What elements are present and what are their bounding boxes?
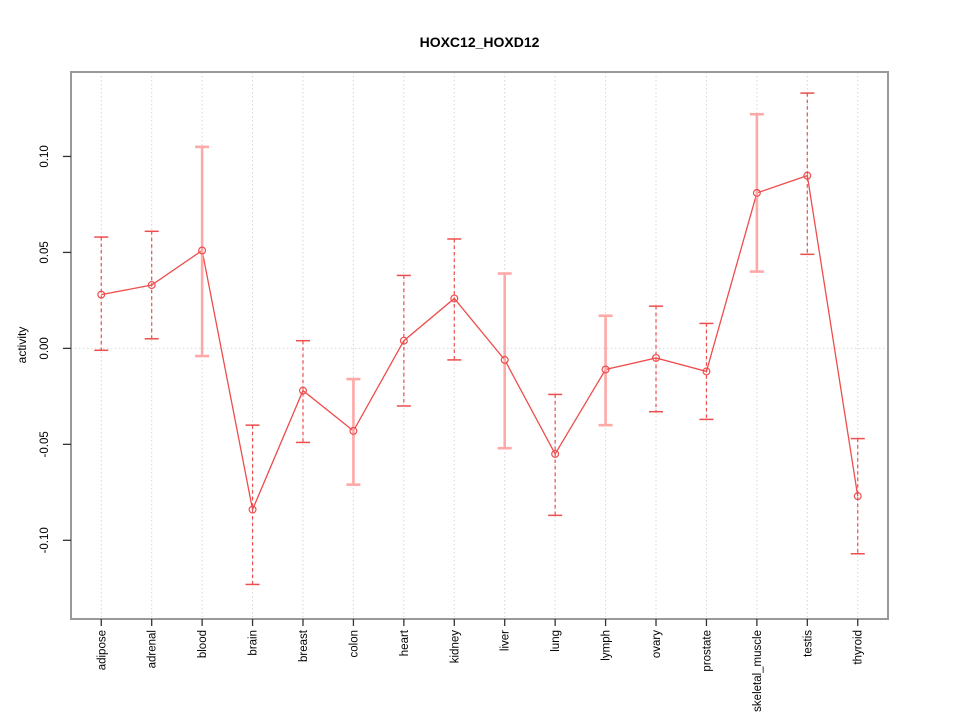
y-tick-label: -0.10 [39,527,51,553]
data-point [97,290,106,299]
x-tick-label: adipose [96,630,108,670]
data-point [349,426,358,435]
x-tick-label: ovary [651,630,663,658]
data-point [601,365,610,374]
x-tick-label: skeletal_muscle [752,630,764,712]
data-point [198,246,207,255]
data-point [147,281,156,290]
x-tick-label: heart [399,629,411,656]
series-line [101,174,859,512]
data-point [652,353,661,362]
x-tick-label: lymph [601,630,613,661]
x-tick-label: kidney [449,630,461,663]
chart-title: HOXC12_HOXD12 [419,34,540,50]
data-point [500,355,509,364]
x-tick-label: liver [500,630,512,651]
data-point [298,386,307,395]
y-tick-label: 0.05 [39,241,51,263]
x-tick-label: colon [348,630,360,658]
data-point [803,171,812,180]
y-tick-label: -0.05 [39,431,51,457]
plot-border [70,71,889,620]
data-point [752,188,761,197]
x-tick-label: thyroid [853,630,865,665]
x-tick-label: brain [248,630,260,656]
x-tick-label: blood [197,630,209,658]
x-tick-label: adrenal [147,630,159,668]
y-tick-label: 0.00 [39,337,51,359]
x-tick-label: testis [802,630,814,657]
x-tick-label: breast [298,629,310,662]
data-point [399,336,408,345]
data-point [551,449,560,458]
data-point [450,294,459,303]
data-point [702,367,711,376]
y-tick-label: 0.10 [39,145,51,167]
x-tick-label: prostate [701,630,713,672]
x-tick-label: lung [550,630,562,652]
data-point [248,505,257,514]
data-point [853,492,862,501]
